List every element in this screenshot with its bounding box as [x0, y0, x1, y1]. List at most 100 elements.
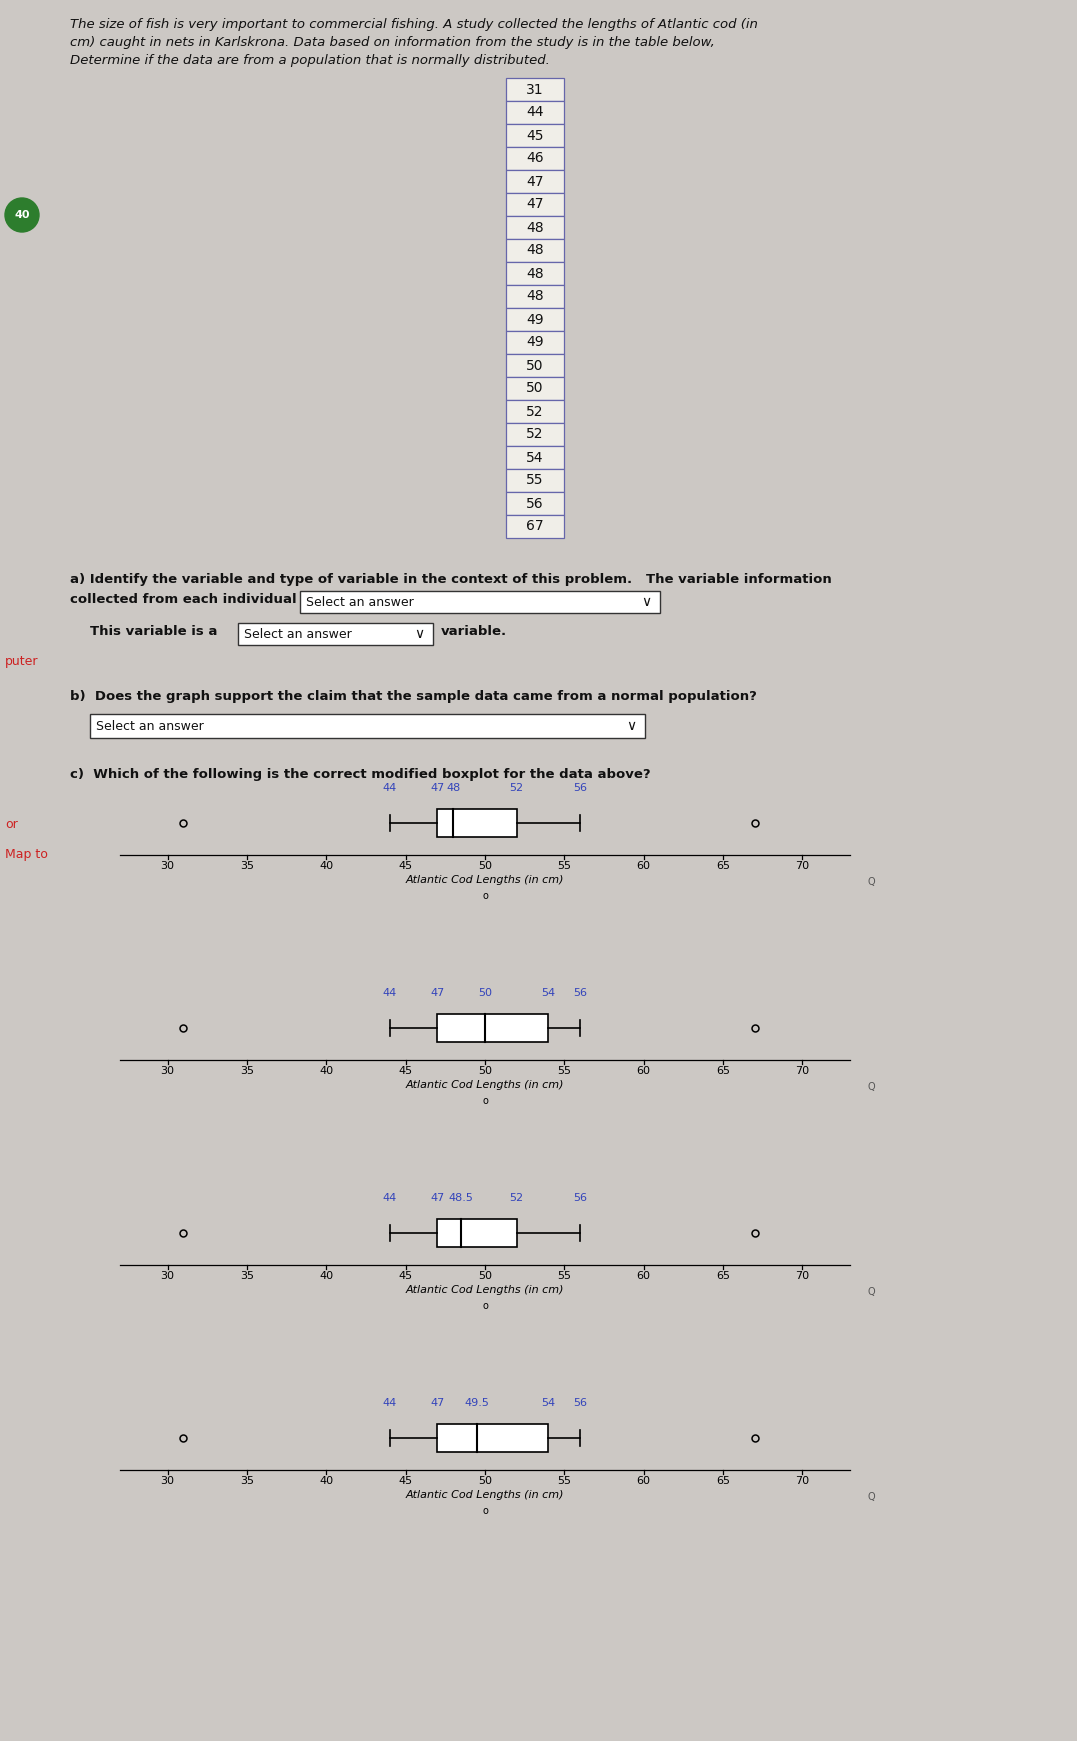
Text: 44: 44	[382, 783, 397, 792]
Text: 55: 55	[558, 862, 571, 870]
Text: 49.5: 49.5	[464, 1398, 490, 1408]
Text: Atlantic Cod Lengths (in cm): Atlantic Cod Lengths (in cm)	[406, 1285, 564, 1295]
Bar	[506, 468, 564, 493]
Text: 70: 70	[795, 1476, 810, 1487]
Text: 65: 65	[716, 862, 730, 870]
Text: 56: 56	[573, 1193, 587, 1203]
Text: 50: 50	[527, 359, 544, 373]
Text: 50: 50	[478, 1476, 492, 1487]
Bar	[437, 810, 517, 837]
Text: 67: 67	[527, 519, 544, 533]
Text: 35: 35	[240, 862, 254, 870]
Text: Atlantic Cod Lengths (in cm): Atlantic Cod Lengths (in cm)	[406, 1079, 564, 1090]
Bar	[506, 216, 564, 239]
Text: 30: 30	[160, 1271, 174, 1281]
Text: 52: 52	[509, 783, 523, 792]
Text: 55: 55	[558, 1476, 571, 1487]
Text: Select an answer: Select an answer	[306, 595, 414, 609]
Text: 40: 40	[319, 1271, 334, 1281]
Text: ∨: ∨	[414, 627, 424, 641]
Text: 48: 48	[527, 244, 544, 258]
Text: 48: 48	[527, 289, 544, 303]
Text: 65: 65	[716, 1065, 730, 1076]
Text: 56: 56	[573, 1398, 587, 1408]
Text: 45: 45	[398, 1065, 412, 1076]
Text: 52: 52	[527, 404, 544, 418]
Bar	[506, 101, 564, 124]
Text: 47: 47	[527, 197, 544, 211]
Text: 60: 60	[637, 862, 651, 870]
Text: 55: 55	[527, 474, 544, 487]
Text: 60: 60	[637, 1065, 651, 1076]
Bar	[300, 590, 660, 613]
Text: 45: 45	[398, 862, 412, 870]
Text: Q: Q	[868, 1492, 876, 1502]
Text: 44: 44	[382, 1193, 397, 1203]
Text: 46: 46	[527, 151, 544, 165]
Bar	[506, 286, 564, 308]
Bar	[437, 1013, 548, 1043]
Bar	[506, 446, 564, 468]
Text: 48: 48	[527, 266, 544, 280]
Circle shape	[5, 198, 39, 232]
Text: 44: 44	[382, 987, 397, 998]
Text: 70: 70	[795, 1271, 810, 1281]
Text: o: o	[482, 891, 488, 902]
Text: Q: Q	[868, 1081, 876, 1092]
Bar	[506, 493, 564, 515]
Text: 35: 35	[240, 1065, 254, 1076]
Text: ∨: ∨	[641, 595, 652, 609]
Bar	[506, 239, 564, 261]
Text: 50: 50	[478, 1065, 492, 1076]
Text: 55: 55	[558, 1271, 571, 1281]
Text: 54: 54	[542, 1398, 556, 1408]
Bar	[238, 623, 433, 644]
Text: cm) caught in nets in Karlskrona. Data based on information from the study is in: cm) caught in nets in Karlskrona. Data b…	[70, 37, 715, 49]
Text: This variable is a: This variable is a	[90, 625, 218, 637]
Text: 52: 52	[527, 428, 544, 442]
Bar	[506, 171, 564, 193]
Text: 47: 47	[527, 174, 544, 188]
Text: 45: 45	[398, 1271, 412, 1281]
Text: variable.: variable.	[440, 625, 507, 637]
Text: 31: 31	[527, 82, 544, 96]
Text: 56: 56	[573, 783, 587, 792]
Text: or: or	[5, 818, 17, 830]
Text: 45: 45	[398, 1476, 412, 1487]
Text: 56: 56	[527, 496, 544, 510]
Text: 50: 50	[478, 987, 492, 998]
Text: 52: 52	[509, 1193, 523, 1203]
Text: Select an answer: Select an answer	[244, 627, 352, 641]
Text: o: o	[482, 1506, 488, 1516]
Text: b)  Does the graph support the claim that the sample data came from a normal pop: b) Does the graph support the claim that…	[70, 689, 757, 703]
Text: 40: 40	[14, 211, 30, 219]
Text: 65: 65	[716, 1271, 730, 1281]
Text: Atlantic Cod Lengths (in cm): Atlantic Cod Lengths (in cm)	[406, 876, 564, 884]
Text: 30: 30	[160, 1065, 174, 1076]
Text: 30: 30	[160, 862, 174, 870]
Text: 70: 70	[795, 1065, 810, 1076]
Bar	[506, 261, 564, 286]
Text: c)  Which of the following is the correct modified boxplot for the data above?: c) Which of the following is the correct…	[70, 768, 651, 782]
Text: 45: 45	[527, 129, 544, 143]
Bar	[90, 714, 645, 738]
Bar	[506, 308, 564, 331]
Text: 44: 44	[382, 1398, 397, 1408]
Text: Q: Q	[868, 1287, 876, 1297]
Bar	[506, 331, 564, 353]
Text: 65: 65	[716, 1476, 730, 1487]
Text: a) Identify the variable and type of variable in the context of this problem.   : a) Identify the variable and type of var…	[70, 573, 831, 587]
Text: Atlantic Cod Lengths (in cm): Atlantic Cod Lengths (in cm)	[406, 1490, 564, 1501]
Text: 35: 35	[240, 1271, 254, 1281]
Text: 56: 56	[573, 987, 587, 998]
Text: Map to: Map to	[5, 848, 47, 862]
Text: 30: 30	[160, 1476, 174, 1487]
Bar	[506, 423, 564, 446]
Text: 50: 50	[478, 862, 492, 870]
Text: 50: 50	[527, 381, 544, 395]
Bar	[506, 400, 564, 423]
Text: 40: 40	[319, 862, 334, 870]
Text: Select an answer: Select an answer	[96, 719, 204, 733]
Bar	[506, 124, 564, 146]
Text: 47: 47	[431, 1398, 445, 1408]
